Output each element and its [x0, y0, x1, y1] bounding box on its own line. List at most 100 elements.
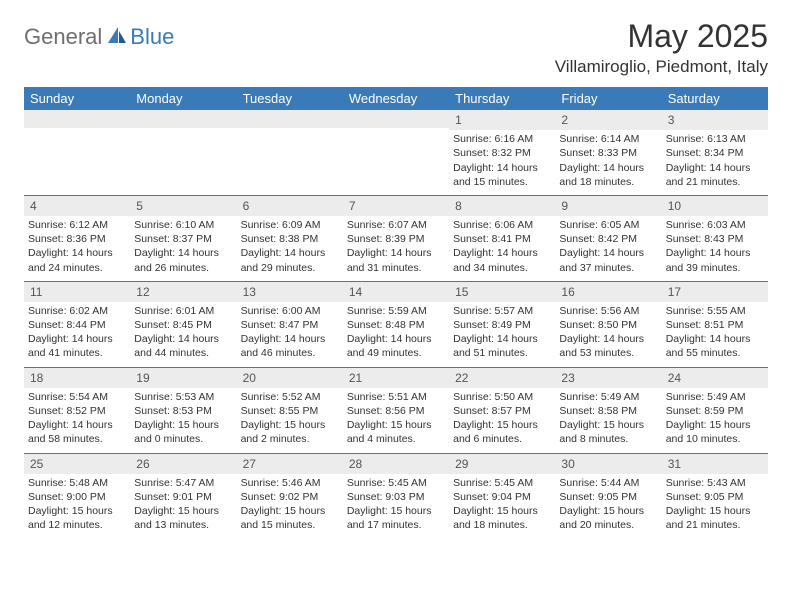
day-number — [343, 110, 449, 128]
calendar-cell: 7Sunrise: 6:07 AMSunset: 8:39 PMDaylight… — [343, 195, 449, 281]
sunrise-text: Sunrise: 5:50 AM — [453, 390, 551, 404]
sunrise-text: Sunrise: 5:54 AM — [28, 390, 126, 404]
dow-tuesday: Tuesday — [237, 87, 343, 110]
day-number: 6 — [237, 196, 343, 216]
sunrise-text: Sunrise: 5:56 AM — [559, 304, 657, 318]
sunset-text: Sunset: 9:00 PM — [28, 490, 126, 504]
daylight-text: Daylight: 14 hours and 49 minutes. — [347, 332, 445, 360]
logo-text-blue: Blue — [130, 24, 174, 50]
dow-saturday: Saturday — [662, 87, 768, 110]
calendar-cell: 20Sunrise: 5:52 AMSunset: 8:55 PMDayligh… — [237, 367, 343, 453]
daylight-text: Daylight: 15 hours and 21 minutes. — [666, 504, 764, 532]
calendar-cell: 11Sunrise: 6:02 AMSunset: 8:44 PMDayligh… — [24, 281, 130, 367]
daylight-text: Daylight: 14 hours and 15 minutes. — [453, 161, 551, 189]
sunrise-text: Sunrise: 5:45 AM — [347, 476, 445, 490]
dow-thursday: Thursday — [449, 87, 555, 110]
sunset-text: Sunset: 8:52 PM — [28, 404, 126, 418]
calendar-cell: 25Sunrise: 5:48 AMSunset: 9:00 PMDayligh… — [24, 453, 130, 538]
daylight-text: Daylight: 14 hours and 53 minutes. — [559, 332, 657, 360]
sunset-text: Sunset: 9:05 PM — [559, 490, 657, 504]
daylight-text: Daylight: 15 hours and 12 minutes. — [28, 504, 126, 532]
daylight-text: Daylight: 14 hours and 21 minutes. — [666, 161, 764, 189]
sunset-text: Sunset: 8:45 PM — [134, 318, 232, 332]
daylight-text: Daylight: 14 hours and 34 minutes. — [453, 246, 551, 274]
calendar-cell: 10Sunrise: 6:03 AMSunset: 8:43 PMDayligh… — [662, 195, 768, 281]
sunrise-text: Sunrise: 6:07 AM — [347, 218, 445, 232]
day-number: 1 — [449, 110, 555, 130]
sunset-text: Sunset: 8:39 PM — [347, 232, 445, 246]
day-number: 31 — [662, 454, 768, 474]
calendar-cell: 4Sunrise: 6:12 AMSunset: 8:36 PMDaylight… — [24, 195, 130, 281]
calendar-cell: 9Sunrise: 6:05 AMSunset: 8:42 PMDaylight… — [555, 195, 661, 281]
month-title: May 2025 — [555, 18, 768, 55]
logo-text-general: General — [24, 24, 102, 50]
logo-sail-icon — [106, 25, 128, 50]
sunset-text: Sunset: 9:01 PM — [134, 490, 232, 504]
sunset-text: Sunset: 8:34 PM — [666, 146, 764, 160]
sunset-text: Sunset: 8:38 PM — [241, 232, 339, 246]
day-number — [130, 110, 236, 128]
sunrise-text: Sunrise: 5:49 AM — [559, 390, 657, 404]
calendar-cell: 2Sunrise: 6:14 AMSunset: 8:33 PMDaylight… — [555, 110, 661, 195]
day-number: 30 — [555, 454, 661, 474]
calendar-cell: 26Sunrise: 5:47 AMSunset: 9:01 PMDayligh… — [130, 453, 236, 538]
sunrise-text: Sunrise: 5:43 AM — [666, 476, 764, 490]
calendar-cell: 15Sunrise: 5:57 AMSunset: 8:49 PMDayligh… — [449, 281, 555, 367]
calendar-cell: 28Sunrise: 5:45 AMSunset: 9:03 PMDayligh… — [343, 453, 449, 538]
sunset-text: Sunset: 8:55 PM — [241, 404, 339, 418]
daylight-text: Daylight: 15 hours and 4 minutes. — [347, 418, 445, 446]
title-block: May 2025 Villamiroglio, Piedmont, Italy — [555, 18, 768, 77]
day-number: 9 — [555, 196, 661, 216]
daylight-text: Daylight: 15 hours and 13 minutes. — [134, 504, 232, 532]
day-number: 19 — [130, 368, 236, 388]
day-number: 14 — [343, 282, 449, 302]
calendar-week-row: 25Sunrise: 5:48 AMSunset: 9:00 PMDayligh… — [24, 453, 768, 538]
logo: General Blue — [24, 24, 174, 50]
sunset-text: Sunset: 9:02 PM — [241, 490, 339, 504]
calendar-cell: 13Sunrise: 6:00 AMSunset: 8:47 PMDayligh… — [237, 281, 343, 367]
calendar-cell: 19Sunrise: 5:53 AMSunset: 8:53 PMDayligh… — [130, 367, 236, 453]
sunrise-text: Sunrise: 6:05 AM — [559, 218, 657, 232]
calendar-cell: 17Sunrise: 5:55 AMSunset: 8:51 PMDayligh… — [662, 281, 768, 367]
calendar-week-row: 11Sunrise: 6:02 AMSunset: 8:44 PMDayligh… — [24, 281, 768, 367]
daylight-text: Daylight: 14 hours and 41 minutes. — [28, 332, 126, 360]
day-number: 21 — [343, 368, 449, 388]
sunset-text: Sunset: 8:57 PM — [453, 404, 551, 418]
calendar-page: General Blue May 2025 Villamiroglio, Pie… — [0, 0, 792, 556]
sunrise-text: Sunrise: 5:51 AM — [347, 390, 445, 404]
daylight-text: Daylight: 15 hours and 2 minutes. — [241, 418, 339, 446]
dow-sunday: Sunday — [24, 87, 130, 110]
day-number: 27 — [237, 454, 343, 474]
daylight-text: Daylight: 15 hours and 8 minutes. — [559, 418, 657, 446]
sunset-text: Sunset: 8:44 PM — [28, 318, 126, 332]
day-number: 4 — [24, 196, 130, 216]
calendar-cell: 23Sunrise: 5:49 AMSunset: 8:58 PMDayligh… — [555, 367, 661, 453]
day-number: 3 — [662, 110, 768, 130]
sunset-text: Sunset: 8:53 PM — [134, 404, 232, 418]
day-number: 28 — [343, 454, 449, 474]
sunrise-text: Sunrise: 5:48 AM — [28, 476, 126, 490]
sunset-text: Sunset: 8:36 PM — [28, 232, 126, 246]
daylight-text: Daylight: 15 hours and 0 minutes. — [134, 418, 232, 446]
day-number — [237, 110, 343, 128]
daylight-text: Daylight: 15 hours and 17 minutes. — [347, 504, 445, 532]
sunrise-text: Sunrise: 6:14 AM — [559, 132, 657, 146]
calendar-week-row: 18Sunrise: 5:54 AMSunset: 8:52 PMDayligh… — [24, 367, 768, 453]
day-number: 10 — [662, 196, 768, 216]
day-number: 15 — [449, 282, 555, 302]
calendar-cell: 14Sunrise: 5:59 AMSunset: 8:48 PMDayligh… — [343, 281, 449, 367]
day-number: 13 — [237, 282, 343, 302]
day-number: 2 — [555, 110, 661, 130]
calendar-cell: 6Sunrise: 6:09 AMSunset: 8:38 PMDaylight… — [237, 195, 343, 281]
sunset-text: Sunset: 8:51 PM — [666, 318, 764, 332]
sunrise-text: Sunrise: 5:59 AM — [347, 304, 445, 318]
sunrise-text: Sunrise: 5:47 AM — [134, 476, 232, 490]
calendar-cell: 30Sunrise: 5:44 AMSunset: 9:05 PMDayligh… — [555, 453, 661, 538]
sunset-text: Sunset: 8:47 PM — [241, 318, 339, 332]
daylight-text: Daylight: 15 hours and 15 minutes. — [241, 504, 339, 532]
calendar-table: Sunday Monday Tuesday Wednesday Thursday… — [24, 87, 768, 538]
daylight-text: Daylight: 14 hours and 26 minutes. — [134, 246, 232, 274]
calendar-cell: 1Sunrise: 6:16 AMSunset: 8:32 PMDaylight… — [449, 110, 555, 195]
sunrise-text: Sunrise: 5:49 AM — [666, 390, 764, 404]
header: General Blue May 2025 Villamiroglio, Pie… — [24, 18, 768, 77]
